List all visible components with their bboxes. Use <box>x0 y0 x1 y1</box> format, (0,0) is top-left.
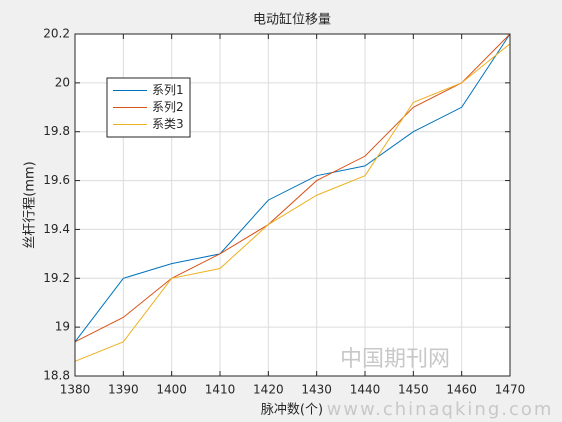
x-tick-label: 1400 <box>156 383 187 397</box>
y-tick-label: 19 <box>55 320 70 334</box>
x-tick-label: 1450 <box>398 383 429 397</box>
series-line <box>74 33 511 343</box>
legend-label: 系列1 <box>152 83 184 97</box>
x-tick-label: 1430 <box>301 383 332 397</box>
series-line <box>74 43 511 362</box>
y-tick-label: 19.2 <box>43 271 70 285</box>
legend-label: 系类3 <box>152 117 184 131</box>
y-tick-label: 19.6 <box>43 173 70 187</box>
watermark-url: www.chinaqking.com <box>327 399 554 420</box>
x-tick-label: 1440 <box>350 383 381 397</box>
x-tick-label: 1460 <box>446 383 477 397</box>
x-tick-label: 1380 <box>60 383 91 397</box>
y-tick-label: 18.8 <box>43 369 70 383</box>
y-tick-label: 19.4 <box>43 222 70 236</box>
chart-title: 电动缸位移量 <box>253 12 331 28</box>
x-tick-label: 1420 <box>253 383 284 397</box>
ticks: 1380 1390 1400 1410 1420 1430 1440 1450 1460 1470… <box>43 27 525 397</box>
legend-label: 系列2 <box>152 100 184 114</box>
x-tick-label: 1470 <box>495 383 526 397</box>
series-line <box>74 33 511 343</box>
watermark-name: 中国期刊网 <box>340 347 450 372</box>
x-tick-label: 1410 <box>205 383 236 397</box>
legend: 系列1 系列2 系类3 <box>106 77 191 138</box>
x-tick-label: 1390 <box>108 383 139 397</box>
y-axis-label: 丝杆行程(mm) <box>23 161 38 248</box>
lines <box>74 33 511 362</box>
x-axis-label: 脉冲数(个) <box>261 403 323 418</box>
axes-box <box>74 33 511 377</box>
y-tick-label: 20.2 <box>43 27 70 41</box>
y-tick-label: 19.8 <box>43 124 70 138</box>
y-tick-label: 20 <box>55 75 70 89</box>
